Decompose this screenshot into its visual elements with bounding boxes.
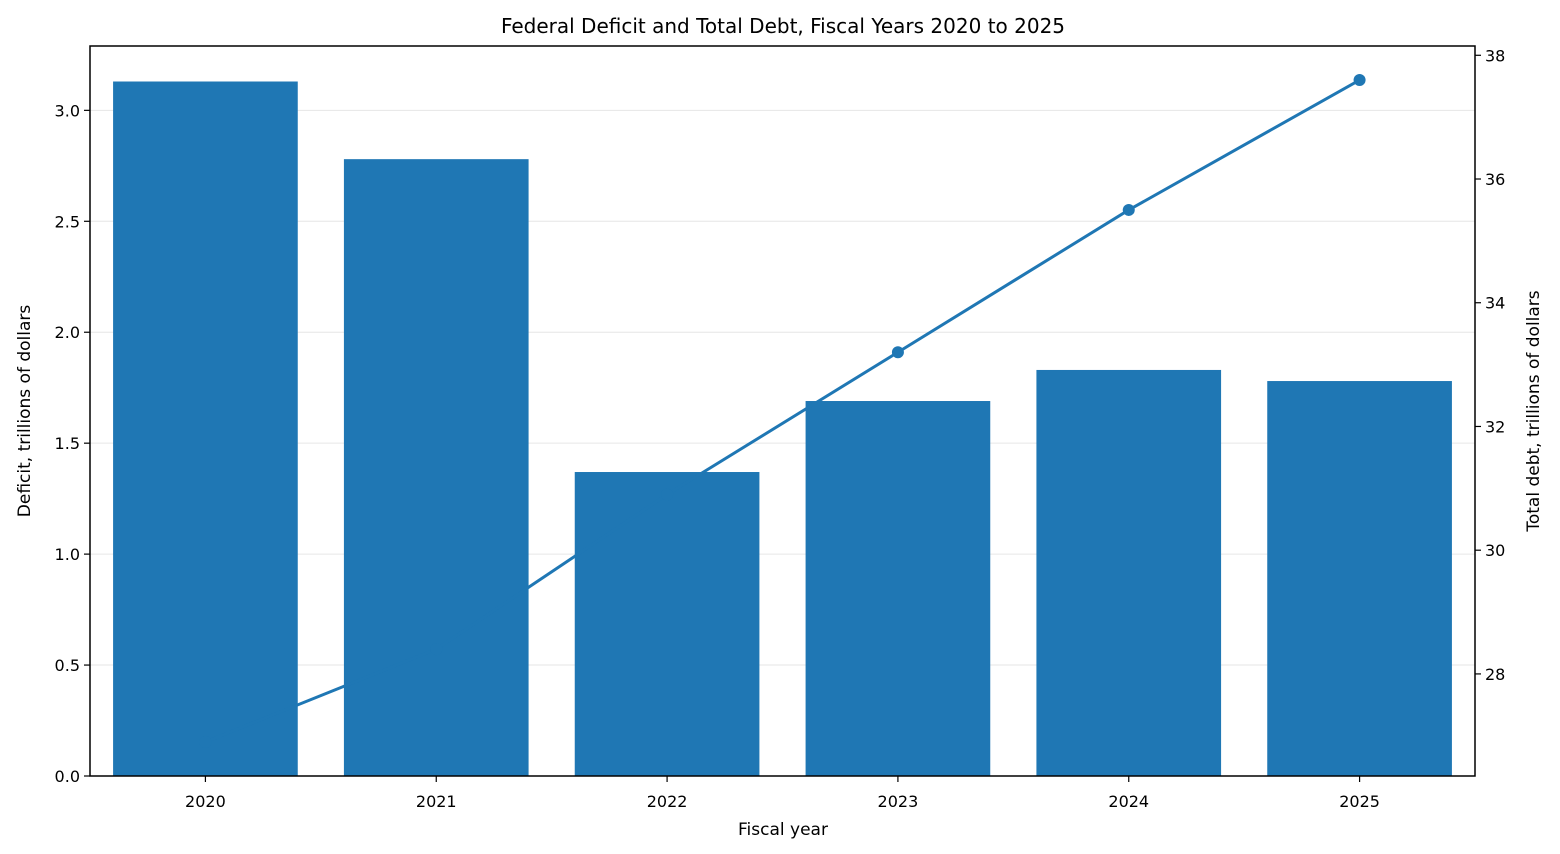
x-axis-title: Fiscal year	[738, 820, 828, 840]
y-tick-label: 2.0	[55, 323, 80, 342]
y-tick-label: 0.0	[55, 767, 80, 786]
y-axis-left: 0.0 0.5 1.0 1.5 2.0 2.5 3.0	[55, 101, 90, 786]
x-tick-label: 2023	[878, 792, 919, 811]
bar	[1036, 369, 1222, 776]
y-tick-label: 0.5	[55, 656, 80, 675]
x-tick-label: 2022	[647, 792, 688, 811]
line-point	[1122, 203, 1135, 216]
y-tick-label: 1.0	[55, 545, 80, 564]
line-point	[661, 488, 674, 501]
x-tick-label: 2024	[1108, 792, 1149, 811]
x-axis: 2020 2021 2022 2023 2024 2025	[185, 776, 1380, 811]
y-axis-right-title: Total debt, trillions of dollars	[1524, 290, 1544, 532]
line-point	[430, 643, 443, 656]
y-tick-label: 3.0	[55, 101, 80, 120]
y2-tick-label: 34	[1485, 294, 1505, 313]
y-tick-label: 2.5	[55, 212, 80, 231]
y-tick-label: 1.5	[55, 434, 80, 453]
y2-tick-label: 32	[1485, 417, 1505, 436]
bar	[343, 159, 529, 777]
bar	[1267, 381, 1452, 776]
line-series	[199, 74, 1366, 748]
plot-area-frame	[89, 45, 1476, 777]
line-point	[1353, 74, 1366, 87]
x-tick-label: 2021	[416, 792, 457, 811]
x-tick-label: 2020	[185, 792, 226, 811]
line-point	[199, 735, 212, 748]
y2-tick-label: 28	[1485, 665, 1505, 684]
y-axis-left-title: Deficit, trillions of dollars	[15, 305, 35, 518]
bar	[113, 81, 298, 776]
gridlines	[90, 109, 1475, 666]
y2-tick-label: 30	[1485, 541, 1505, 560]
y2-tick-label: 38	[1485, 46, 1505, 65]
bar	[805, 401, 991, 776]
x-tick-label: 2025	[1339, 792, 1380, 811]
y2-tick-label: 36	[1485, 170, 1505, 189]
chart-title: Federal Deficit and Total Debt, Fiscal Y…	[501, 14, 1065, 38]
y-axis-right: 28 30 32 34 36 38	[1475, 46, 1505, 684]
bar	[574, 472, 760, 776]
debt-line	[204, 78, 1361, 744]
line-point	[891, 346, 904, 359]
bar-series	[113, 81, 1452, 777]
